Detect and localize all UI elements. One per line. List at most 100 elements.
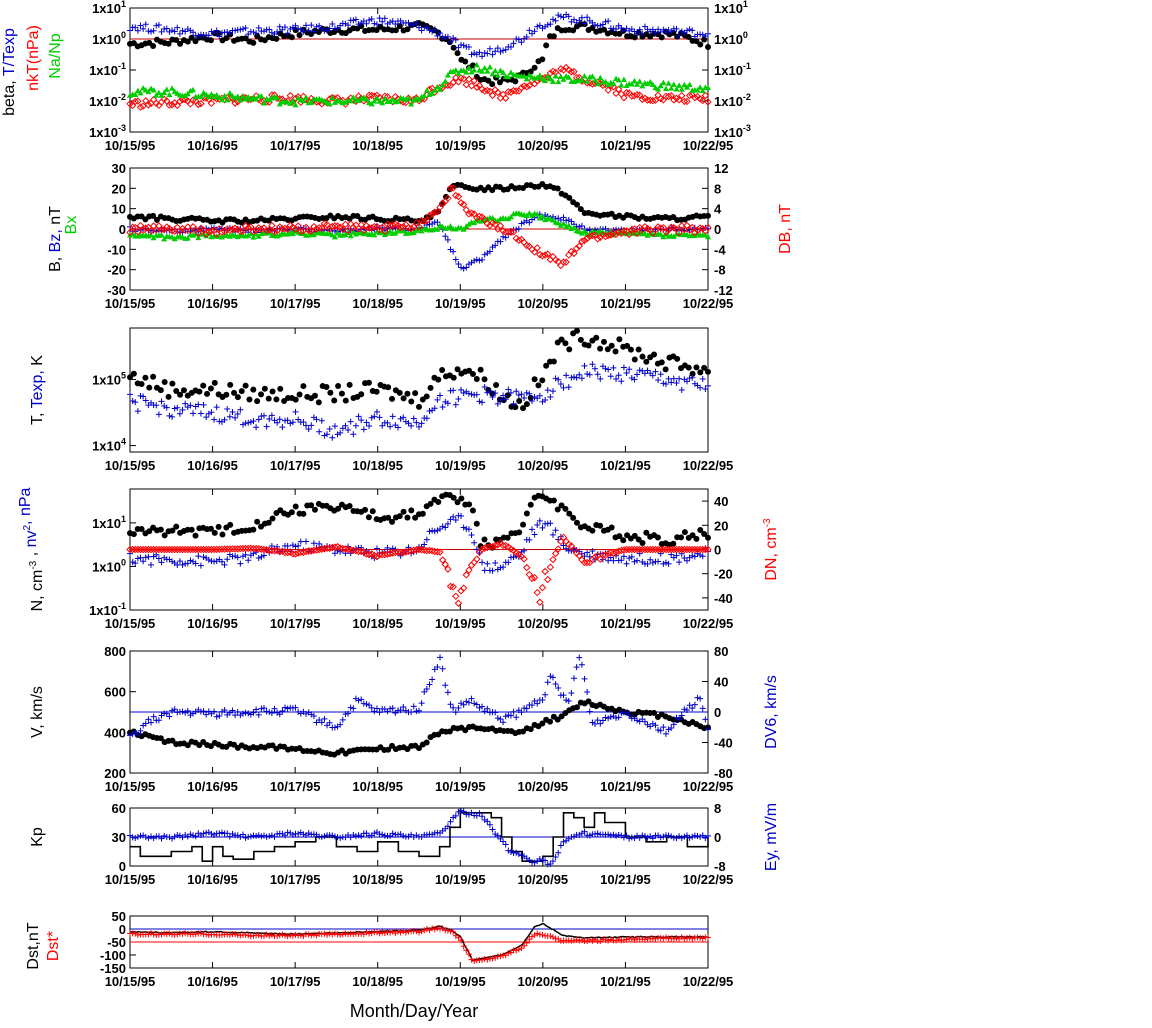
data-point — [226, 931, 233, 938]
data-point — [286, 91, 294, 100]
data-point — [442, 825, 449, 832]
data-point — [557, 537, 565, 546]
data-point — [546, 563, 555, 571]
data-point — [136, 545, 145, 554]
x-tick-label: 10/16/95 — [187, 779, 238, 794]
data-point — [389, 518, 396, 525]
x-tick-label: 10/21/95 — [600, 616, 651, 631]
data-point — [705, 726, 711, 733]
data-point — [413, 419, 420, 426]
data-point — [358, 696, 365, 703]
data-point — [685, 545, 694, 554]
data-point — [689, 935, 696, 942]
data-point — [342, 930, 349, 937]
data-point — [572, 244, 581, 253]
data-point — [150, 931, 157, 938]
y-axis-label-2: Dst* — [45, 931, 62, 961]
x-tick-label: 10/15/95 — [105, 872, 156, 887]
data-point — [447, 818, 454, 825]
data-point — [549, 388, 556, 395]
data-point — [205, 829, 212, 836]
data-point — [578, 222, 585, 229]
data-point — [701, 364, 708, 371]
data-point — [558, 502, 565, 509]
data-point — [179, 406, 186, 413]
data-point — [346, 546, 355, 554]
data-point — [651, 96, 660, 104]
data-point — [389, 18, 396, 25]
right-y-tick-label: -40 — [714, 736, 733, 751]
data-point — [180, 387, 187, 394]
data-point — [418, 928, 425, 935]
data-point — [168, 545, 176, 554]
data-point — [657, 550, 664, 557]
data-point — [507, 848, 514, 855]
data-point — [184, 930, 191, 937]
data-point — [373, 408, 380, 415]
data-point — [329, 20, 336, 27]
data-point — [207, 525, 214, 532]
data-point — [662, 366, 669, 373]
data-point — [518, 391, 525, 398]
data-point — [573, 201, 580, 208]
data-point — [593, 235, 602, 243]
data-point — [455, 934, 462, 941]
data-point — [216, 830, 223, 837]
x-tick-label: 10/17/95 — [270, 974, 321, 989]
data-point — [689, 552, 696, 559]
data-point — [354, 213, 361, 220]
data-point — [452, 401, 459, 408]
data-point — [212, 545, 221, 554]
data-point — [471, 257, 478, 264]
data-point — [438, 199, 447, 207]
data-point — [662, 545, 670, 554]
data-point — [127, 732, 133, 739]
data-point — [284, 829, 291, 836]
data-point — [494, 72, 501, 78]
data-point — [187, 402, 194, 409]
data-point — [274, 94, 281, 101]
data-point — [444, 520, 451, 527]
data-point — [216, 94, 223, 101]
data-point — [371, 413, 378, 420]
x-tick-label: 10/21/95 — [600, 974, 651, 989]
data-point — [389, 96, 396, 102]
data-point — [492, 954, 499, 961]
data-point — [347, 232, 354, 239]
data-point — [549, 934, 556, 941]
data-point — [268, 931, 275, 938]
data-point — [469, 370, 476, 377]
data-point — [584, 14, 591, 21]
data-point — [576, 17, 583, 24]
data-point — [536, 22, 543, 29]
data-point — [534, 211, 541, 217]
data-point — [407, 224, 415, 233]
data-point — [229, 707, 236, 714]
data-point — [565, 13, 572, 20]
data-point — [303, 422, 310, 429]
data-point — [704, 98, 712, 106]
data-point — [297, 538, 304, 545]
data-point — [536, 855, 543, 862]
data-point — [570, 514, 577, 521]
data-point — [452, 256, 459, 263]
data-point — [188, 34, 195, 41]
y-axis-label: Dst,nT — [25, 922, 42, 969]
data-point — [507, 69, 514, 75]
data-point — [176, 545, 184, 554]
data-point — [544, 575, 552, 584]
data-point — [148, 719, 155, 726]
data-point — [434, 219, 441, 226]
data-point — [610, 831, 617, 838]
data-point — [559, 533, 568, 542]
data-point — [477, 366, 484, 373]
data-point — [360, 700, 367, 707]
data-point — [496, 79, 503, 86]
data-point — [523, 940, 530, 947]
data-point — [550, 33, 557, 40]
plot-frame — [129, 327, 709, 453]
data-point — [226, 833, 233, 840]
data-point — [705, 84, 711, 91]
data-point — [560, 220, 567, 226]
